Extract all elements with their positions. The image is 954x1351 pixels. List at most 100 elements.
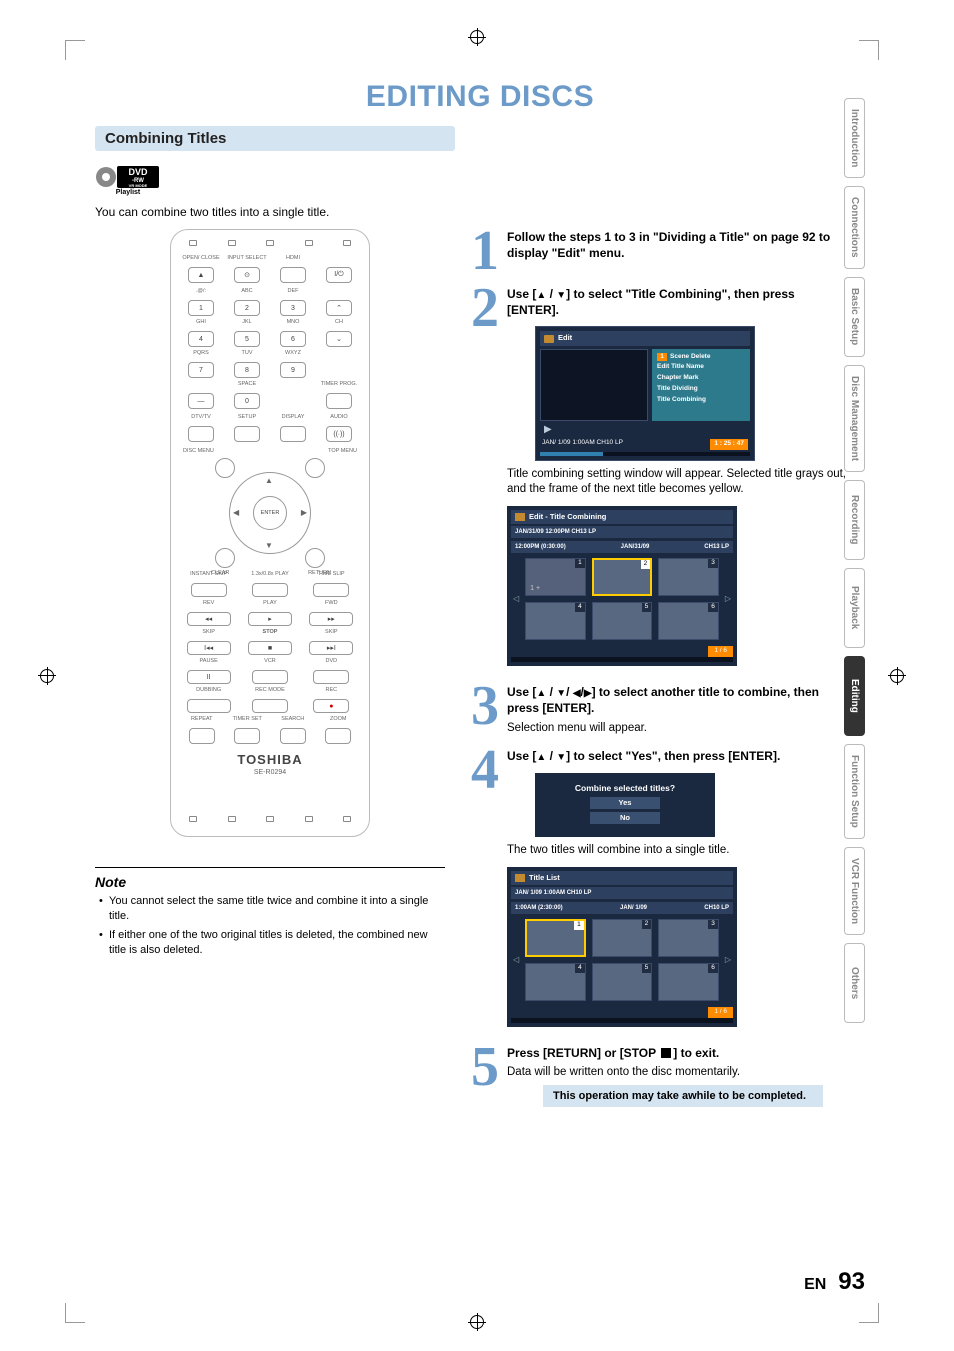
rec-mode-button <box>252 699 288 713</box>
keypad-3: 3 <box>280 300 306 316</box>
edit-menu-screen: Edit 1Scene Delete Edit Title Name Chapt… <box>535 326 755 460</box>
play-button: ▸ <box>248 612 292 626</box>
thumbnail-selected: 2 <box>592 558 653 596</box>
keypad-5: 5 <box>234 331 260 347</box>
keypad-0: 0 <box>234 393 260 409</box>
thumbnail: 5 <box>592 602 653 640</box>
note-box: Note You cannot select the same title tw… <box>95 867 445 957</box>
footer-page-number: 93 <box>838 1268 865 1296</box>
audio-button: ((∙)) <box>326 426 352 442</box>
badge-subtitle: Playlist <box>95 189 161 196</box>
skip-fwd-button: ▸▸I <box>309 641 353 655</box>
step-4-text: Use [▲ / ▼] to select "Yes", then press … <box>507 749 780 763</box>
repeat-button <box>189 728 215 744</box>
brand-label: TOSHIBA <box>181 752 359 767</box>
note-item: If either one of the two original titles… <box>99 928 445 958</box>
keypad-dash: — <box>188 393 214 409</box>
step-3-text: Use [▲ / ▼/ ◀/▶] to select another title… <box>507 685 819 716</box>
open-close-button: ▲ <box>188 267 214 283</box>
keypad-2: 2 <box>234 300 260 316</box>
thumbnail: 4 <box>525 963 586 1001</box>
dvd-rw-badge: DVD -RW VR MODE Playlist <box>95 163 161 196</box>
search-button <box>280 728 306 744</box>
tab-disc-management: Disc Management <box>844 365 865 472</box>
top-menu-button <box>305 458 325 478</box>
step-2-caption: Title combining setting window will appe… <box>507 467 848 498</box>
stop-icon <box>661 1048 671 1058</box>
tab-editing: Editing <box>844 656 865 736</box>
step-2-text: Use [▲ / ▼] to select "Title Combining",… <box>507 287 795 318</box>
section-heading: Combining Titles <box>95 126 455 151</box>
dtv-tv-button <box>188 426 214 442</box>
stop-button: ■ <box>248 641 292 655</box>
disc-menu-button <box>215 458 235 478</box>
input-select-button: ⊙ <box>234 267 260 283</box>
keypad-8: 8 <box>234 362 260 378</box>
ch-down-button: ⌄ <box>326 331 352 347</box>
svg-text:DVD: DVD <box>128 167 148 177</box>
step-number: 4 <box>463 748 499 1033</box>
timer-set-button <box>234 728 260 744</box>
crop-mark <box>65 1303 85 1323</box>
title-list-screen: Title List JAN/ 1/09 1:00AM CH10 LP 1:00… <box>507 867 737 1027</box>
keypad-1: 1 <box>188 300 214 316</box>
title-combining-screen: Edit - Title Combining JAN/31/09 12:00PM… <box>507 506 737 666</box>
page-footer: EN 93 <box>804 1268 865 1296</box>
step-3-caption: Selection menu will appear. <box>507 721 848 737</box>
step-number: 5 <box>463 1045 499 1109</box>
tab-vcr-function: VCR Function <box>844 847 865 935</box>
hdmi-button <box>280 267 306 283</box>
intro-text: You can combine two titles into a single… <box>95 205 865 219</box>
tab-others: Others <box>844 943 865 1023</box>
thumbnail: 3 <box>658 558 719 596</box>
return-button <box>305 548 325 568</box>
setup-button <box>234 426 260 442</box>
thumbnail: 6 <box>658 602 719 640</box>
keypad-7: 7 <box>188 362 214 378</box>
remote-control-diagram: OPEN/ CLOSE INPUT SELECT HDMI ▲ ⊙ I/⏻ .@… <box>170 229 370 837</box>
skip-back-button: I◂◂ <box>187 641 231 655</box>
tab-introduction: Introduction <box>844 98 865 178</box>
keypad-9: 9 <box>280 362 306 378</box>
thumbnail-selected: 1 <box>525 919 586 957</box>
operation-warning: This operation may take awhile to be com… <box>543 1085 823 1107</box>
step-5-caption: Data will be written onto the disc momen… <box>507 1065 848 1081</box>
tab-playback: Playback <box>844 568 865 648</box>
step-5-text: Press [RETURN] or [STOP ] to exit. <box>507 1046 719 1060</box>
crop-mark <box>65 40 85 60</box>
rec-button: ● <box>313 699 349 713</box>
step-1-text: Follow the steps 1 to 3 in "Dividing a T… <box>507 230 830 260</box>
dubbing-button <box>187 699 231 713</box>
pause-button: II <box>187 670 231 684</box>
display-button <box>280 426 306 442</box>
side-tabs: Introduction Connections Basic Setup Dis… <box>844 98 865 1023</box>
registration-mark <box>470 1315 484 1329</box>
model-label: SE-R0294 <box>181 769 359 776</box>
note-heading: Note <box>95 874 445 890</box>
thumbnail: 11 + <box>525 558 586 596</box>
keypad-6: 6 <box>280 331 306 347</box>
dialog-no: No <box>590 812 660 824</box>
rev-button: ◂◂ <box>187 612 231 626</box>
crop-mark <box>859 1303 879 1323</box>
zoom-button <box>325 728 351 744</box>
step-number: 2 <box>463 286 499 672</box>
enter-button: ENTER <box>253 496 287 530</box>
vcr-button <box>252 670 288 684</box>
dvd-button <box>313 670 349 684</box>
timer-prog-button <box>326 393 352 409</box>
ch-up-button: ⌃ <box>326 300 352 316</box>
power-button: I/⏻ <box>326 267 352 283</box>
registration-mark <box>40 669 54 683</box>
clear-button <box>215 548 235 568</box>
step-number: 1 <box>463 229 499 274</box>
thumbnail: 6 <box>658 963 719 1001</box>
slow-play-button <box>252 583 288 597</box>
svg-text:VR MODE: VR MODE <box>129 183 148 188</box>
step-number: 3 <box>463 684 499 736</box>
tab-recording: Recording <box>844 480 865 560</box>
thumbnail: 2 <box>592 919 653 957</box>
thumbnail: 4 <box>525 602 586 640</box>
note-item: You cannot select the same title twice a… <box>99 894 445 924</box>
confirm-dialog: Combine selected titles? Yes No <box>535 773 715 838</box>
